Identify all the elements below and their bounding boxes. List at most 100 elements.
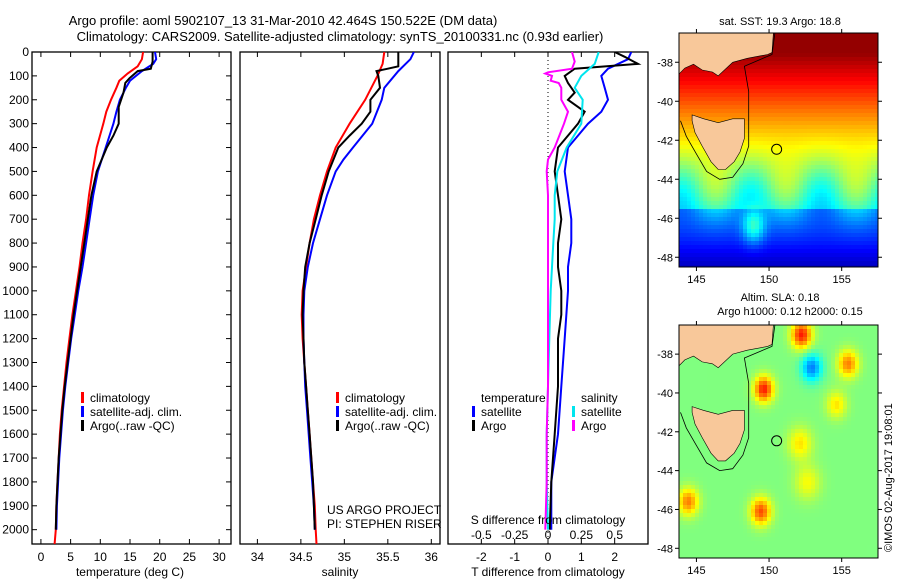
x-tick-label: -2 (476, 550, 487, 564)
y-tick-label: 1500 (2, 403, 29, 417)
x-tick-label: 1 (578, 550, 585, 564)
legend-swatch (81, 420, 84, 431)
lon-tick-label: 155 (833, 565, 851, 577)
legend-swatch (336, 406, 339, 417)
x-tick-label: -1 (509, 550, 520, 564)
legend-swatch (336, 420, 339, 431)
legend-label: climatology (345, 391, 405, 405)
y-tick-label: 1700 (2, 451, 29, 465)
x-tick-label: 20 (153, 550, 167, 564)
x-tick-label: 34.5 (289, 550, 313, 564)
title-line2: Climatology: CARS2009. Satellite-adjuste… (77, 29, 604, 44)
sla-map-frame (678, 324, 879, 559)
salinity-xlabel: salinity (322, 565, 359, 579)
y-tick-label: 1100 (3, 308, 29, 322)
lon-tick-label: 150 (760, 274, 778, 286)
x-tick-label: 25 (183, 550, 197, 564)
shelf-contour (680, 33, 776, 180)
imos-credit: ©IMOS 02-Aug-2017 19:08:01 (883, 403, 895, 552)
lat-tick-label: -38 (657, 57, 673, 69)
lon-tick-label: 150 (760, 565, 778, 577)
sla-map-title: Altim. SLA: 0.18 (741, 292, 820, 304)
legend-swatch (81, 392, 84, 403)
temperature-plot-frame (31, 51, 232, 545)
y-tick-label: 300 (9, 117, 29, 131)
legend-label: Argo (581, 419, 607, 433)
title-line1: Argo profile: aoml 5902107_13 31-Mar-201… (69, 13, 498, 28)
x-tick-label: 35.5 (376, 550, 400, 564)
x-tick-label: 15 (123, 550, 137, 564)
sst-map: sat. SST: 19.3 Argo: 18.8 -38 -40 -42 -44 -4… (657, 16, 882, 286)
salinity-plot-frame (239, 51, 441, 545)
y-tick-label: 0 (22, 45, 29, 59)
y-tick-label: 1400 (2, 379, 29, 393)
legend-swatch (81, 406, 84, 417)
sst-map-frame (678, 32, 879, 268)
project-annotation: US ARGO PROJECT (327, 503, 442, 517)
lat-tick-label: -48 (657, 252, 673, 264)
legend-label: satellite (581, 405, 622, 419)
difference-panel: -2 -1 0 1 2 -0.5 -0.25 0 0.25 0.5 temperature sali… (447, 51, 649, 579)
legend-swatch (572, 420, 575, 431)
series-temperature-satellite (550, 52, 633, 530)
lat-tick-label: -40 (657, 388, 673, 400)
legend-swatch (472, 406, 475, 417)
y-tick-label: 1200 (2, 332, 29, 346)
legend-swatch (336, 392, 339, 403)
tasmania (691, 406, 745, 462)
x-tick-label: 36 (425, 550, 439, 564)
legend-label: Argo (481, 419, 507, 433)
sla-map: Altim. SLA: 0.18 Argo h1000: 0.12 h2000:… (657, 292, 882, 577)
y-tick-label: 400 (9, 141, 29, 155)
y-tick-label: 1000 (2, 284, 29, 298)
legend-swatch (572, 406, 575, 417)
series-temperature-argo (548, 52, 642, 530)
x-tick-label: 0 (38, 550, 45, 564)
pi-annotation: PI: STEPHEN RISER (327, 517, 442, 531)
series-argo-raw-qc- (54, 52, 154, 530)
sst-map-title: sat. SST: 19.3 Argo: 18.8 (719, 16, 841, 28)
temperature-panel: 0100200300400500600700800900100011001200… (2, 45, 232, 579)
lat-tick-label: -44 (657, 174, 673, 186)
y-tick-label: 1300 (2, 355, 29, 369)
y-tick-label: 500 (9, 164, 29, 178)
s-tick-label: 0 (545, 528, 552, 542)
lat-tick-label: -40 (657, 96, 673, 108)
series-argo-raw-qc- (301, 52, 400, 530)
x-tick-label: 0 (545, 550, 552, 564)
y-tick-label: 1800 (2, 475, 29, 489)
s-tick-label: -0.5 (471, 528, 492, 542)
x-tick-label: 30 (212, 550, 226, 564)
temperature-xlabel: temperature (deg C) (76, 565, 184, 579)
y-tick-label: 1600 (2, 427, 29, 441)
legend-label: Argo(..raw -QC) (345, 419, 430, 433)
legend-heading-temperature: temperature (481, 391, 546, 405)
lat-tick-label: -42 (657, 427, 673, 439)
s-tick-label: 0.5 (606, 528, 623, 542)
lon-tick-label: 155 (833, 274, 851, 286)
legend-label: climatology (90, 391, 150, 405)
y-tick-label: 1900 (2, 499, 29, 513)
lat-tick-label: -38 (657, 349, 673, 361)
y-tick-label: 2000 (2, 523, 29, 537)
lon-tick-label: 145 (687, 274, 705, 286)
lon-tick-label: 145 (687, 565, 705, 577)
y-tick-label: 200 (9, 93, 29, 107)
argo-position-marker (771, 143, 783, 155)
s-diff-label: S difference from climatology (471, 513, 626, 527)
legend-label: satellite (481, 405, 522, 419)
y-tick-label: 600 (9, 188, 29, 202)
x-tick-label: 2 (611, 550, 618, 564)
x-tick-label: 35 (338, 550, 352, 564)
legend-label: Argo(..raw -QC) (90, 419, 175, 433)
y-tick-label: 800 (9, 236, 29, 250)
x-tick-label: 34 (251, 550, 265, 564)
lat-tick-label: -46 (657, 504, 673, 516)
series-salinity-argo (542, 52, 576, 530)
x-tick-label: 10 (94, 550, 108, 564)
shelf-contour (680, 325, 776, 472)
x-tick-label: 5 (67, 550, 74, 564)
lat-tick-label: -46 (657, 213, 673, 225)
s-tick-label: -0.25 (501, 528, 529, 542)
